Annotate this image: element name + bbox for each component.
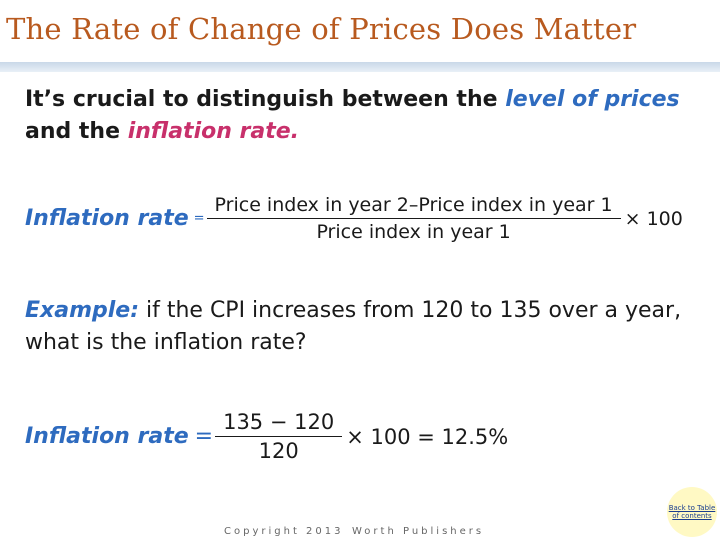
inflation-formula: Inflation rate = Price index in year 2–P… [25, 194, 683, 243]
back-link-label: Back to Table of contents [668, 504, 716, 520]
solution-formula: Inflation rate = 135 − 120 120 × 100 = 1… [25, 410, 508, 463]
formula-denominator: Price index in year 1 [206, 218, 621, 243]
title-divider [0, 62, 720, 72]
solution-denominator: 120 [215, 436, 343, 463]
solution-equals: = [194, 424, 214, 449]
formula-numerator: Price index in year 2–Price index in yea… [214, 194, 613, 216]
solution-fraction: 135 − 120 120 [215, 410, 343, 463]
footer-publisher: Worth Publishers [352, 526, 485, 537]
slide-title: The Rate of Change of Prices Does Matter [6, 12, 637, 46]
inflation-rate-term: inflation rate. [127, 119, 300, 144]
intro-part1: It’s crucial to distinguish between the [25, 87, 506, 112]
formula-multiplier: × 100 [624, 207, 683, 230]
solution-numerator: 135 − 120 [223, 410, 335, 434]
formula-fraction: Price index in year 2–Price index in yea… [206, 194, 621, 243]
example-text: Example: if the CPI increases from 120 t… [25, 295, 700, 359]
footer-copyright: Copyright 2013 [224, 526, 344, 537]
example-question: if the CPI increases from 120 to 135 ove… [25, 298, 682, 355]
back-to-contents-link[interactable]: Back to Table of contents [667, 487, 717, 537]
example-label: Example: [25, 298, 139, 323]
solution-label: Inflation rate [25, 424, 189, 449]
intro-text: It’s crucial to distinguish between the … [25, 84, 705, 148]
solution-result: × 100 = 12.5% [346, 424, 509, 449]
level-of-prices-term: level of prices [505, 87, 680, 112]
formula-label: Inflation rate [25, 206, 189, 231]
formula-equals: = [193, 211, 205, 226]
intro-part2: and the [25, 119, 128, 144]
